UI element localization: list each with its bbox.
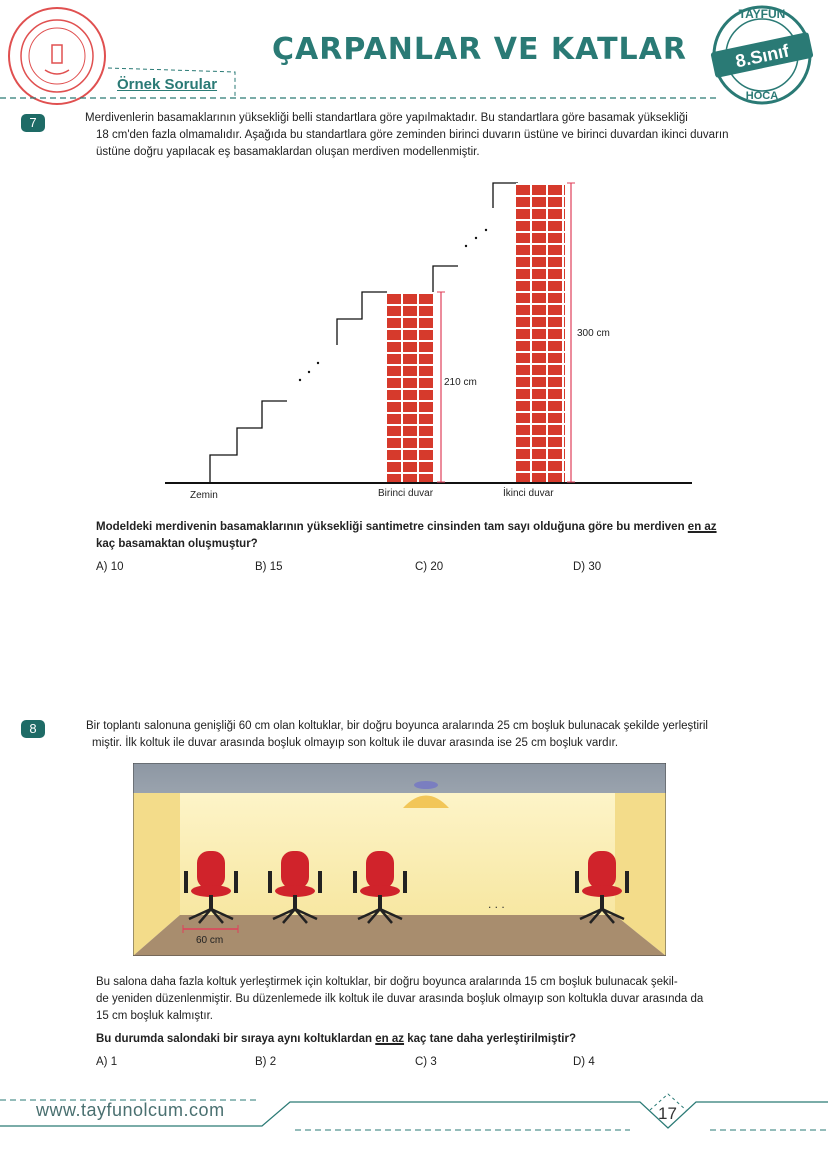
option-a[interactable]: A) 10 [96,561,124,573]
text-line: de yeniden düzenlenmiştir. Bu düzenlemed… [96,993,704,1005]
question-number-badge: 8 [21,720,45,738]
text-line: miştir. İlk koltuk ile duvar arasında bo… [92,737,619,749]
ellipsis-dots: . . . [488,897,505,911]
emphasis: en az [375,1033,405,1045]
ellipsis-dots [298,228,488,382]
room-figure: . . . 60 cm [133,763,666,956]
meb-logo [8,7,106,105]
first-wall [387,292,435,482]
q8-text: Bir toplantı salonuna genişliği 60 cm ol… [86,718,786,752]
option-b[interactable]: B) 2 [255,1056,277,1068]
emphasis: en az [687,521,717,533]
stairs-middle [336,291,387,345]
text-line: 15 cm boşluk kalmıştır. [96,1010,213,1022]
svg-text:TAYFUN: TAYFUN [739,7,786,21]
question-text: Modeldeki merdivenin basamaklarının yüks… [96,521,688,533]
wall1-label: Birinci duvar [378,488,434,499]
text-line: 18 cm'den fazla olmamalıdır. Aşağıda bu … [96,129,729,141]
option-a[interactable]: A) 1 [96,1056,118,1068]
text-line: üstüne doğru yapılacak eş basamaklardan … [96,146,480,158]
chair [575,851,629,924]
chair [353,851,407,924]
question-text: kaç tane daha yerleştirilmiştir? [404,1033,576,1045]
text-line: Merdivenlerin basamaklarının yüksekliği … [85,112,688,124]
text-line: Bir toplantı salonuna genişliği 60 cm ol… [86,720,708,732]
height-label-300: 300 cm [577,328,610,339]
q7-text: Merdivenlerin basamaklarının yüksekliği … [85,110,785,161]
chair-width-label: 60 cm [196,935,223,946]
chairs [184,851,629,924]
chair [184,851,238,924]
website-link[interactable]: www.tayfunolcum.com [36,1100,225,1120]
stair-figure [165,182,692,484]
header-decoration: 8.Sınıf TAYFUN HOCA [0,5,814,105]
stairs-lower [209,400,287,482]
option-d[interactable]: D) 4 [573,1056,595,1068]
question-number-badge: 7 [21,114,45,132]
height-label-210: 210 cm [444,377,477,388]
footer-decoration [0,1093,828,1131]
stairs-upper [432,265,458,292]
stairs-top [492,182,518,208]
tayfun-hoca-stamp: 8.Sınıf TAYFUN HOCA [710,5,814,105]
q8-question: Bu durumda salondaki bir sıraya aynı kol… [96,1031,776,1048]
page-title: ÇARPANLAR VE KATLAR [272,32,687,67]
option-c[interactable]: C) 3 [415,1056,437,1068]
q7-question: Modeldeki merdivenin basamaklarının yüks… [96,519,776,553]
ground-label: Zemin [190,490,218,501]
option-b[interactable]: B) 15 [255,561,283,573]
svg-text:HOCA: HOCA [746,90,778,102]
chair [268,851,322,924]
option-d[interactable]: D) 30 [573,561,602,573]
option-c[interactable]: C) 20 [415,561,444,573]
question-text: Bu durumda salondaki bir sıraya aynı kol… [96,1033,376,1045]
text-line: Bu salona daha fazla koltuk yerleştirmek… [96,976,678,988]
second-wall [516,183,565,482]
section-label: Örnek Sorular [117,76,218,93]
q8-text2: Bu salona daha fazla koltuk yerleştirmek… [96,974,766,1025]
page-number: 17 [658,1104,677,1123]
wall2-label: İkinci duvar [503,488,554,499]
question-text: kaç basamaktan oluşmuştur? [96,538,258,550]
